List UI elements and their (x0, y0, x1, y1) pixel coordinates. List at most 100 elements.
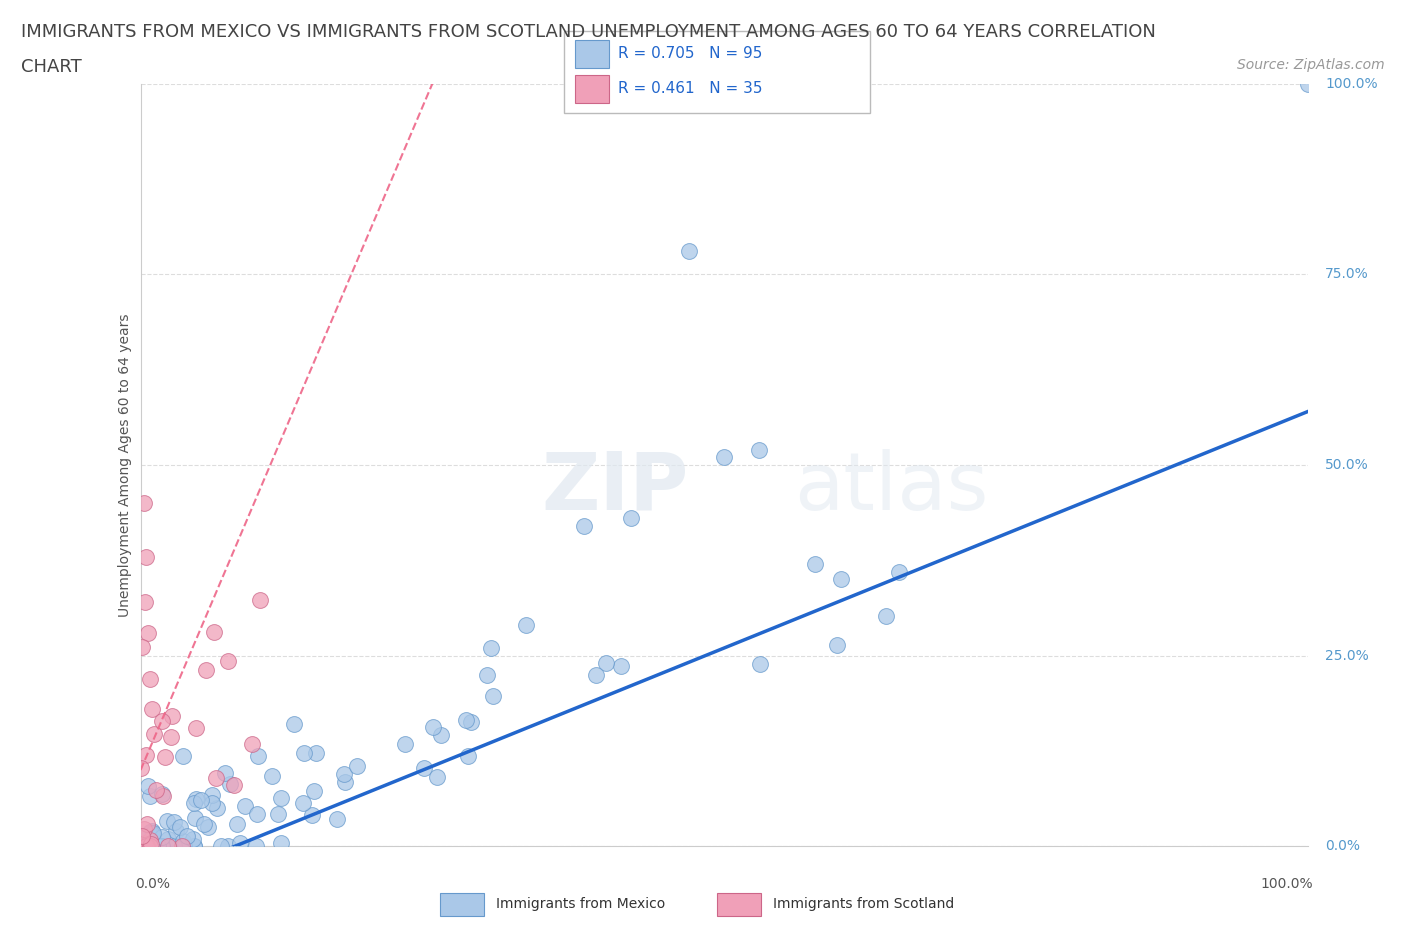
Point (143, 727, 166, 742)
Point (131, 639, 153, 654)
Point (572, 519, 595, 534)
Point (195, 663, 218, 678)
Point (156, 831, 179, 846)
Point (134, 836, 156, 851)
Point (292, 745, 315, 760)
Point (830, 572, 852, 587)
Point (219, 777, 242, 792)
Point (229, 835, 252, 850)
Point (260, 769, 283, 784)
Point (152, 789, 174, 804)
Point (270, 790, 292, 805)
Point (169, 819, 191, 834)
Point (233, 799, 256, 814)
Point (176, 828, 198, 843)
Point (157, 839, 180, 854)
Point (394, 737, 416, 751)
Point (804, 556, 827, 571)
Point (135, 549, 157, 564)
Point (141, 839, 163, 854)
Point (136, 625, 159, 640)
Text: R = 0.705   N = 95: R = 0.705 N = 95 (619, 46, 762, 61)
Point (162, 839, 184, 854)
Point (193, 817, 215, 831)
Point (454, 713, 477, 728)
Text: IMMIGRANTS FROM MEXICO VS IMMIGRANTS FROM SCOTLAND UNEMPLOYMENT AMONG AGES 60 TO: IMMIGRANTS FROM MEXICO VS IMMIGRANTS FRO… (21, 23, 1156, 41)
Point (748, 657, 770, 671)
Point (139, 837, 162, 852)
Y-axis label: Unemployment Among Ages 60 to 64 years: Unemployment Among Ages 60 to 64 years (118, 313, 132, 617)
Point (162, 709, 184, 724)
Point (889, 565, 911, 579)
Point (131, 761, 153, 776)
Point (249, 593, 271, 608)
Point (146, 839, 169, 854)
Point (172, 749, 194, 764)
Point (160, 729, 183, 744)
Point (132, 496, 155, 511)
Text: 75.0%: 75.0% (1324, 267, 1369, 282)
Point (1296, 76, 1319, 91)
Point (141, 701, 163, 716)
Point (131, 830, 153, 845)
Point (457, 749, 479, 764)
Point (620, 511, 643, 525)
Point (609, 658, 631, 673)
Point (585, 668, 607, 683)
Point (173, 839, 195, 854)
Point (222, 777, 245, 792)
Point (172, 833, 194, 848)
Point (181, 832, 204, 847)
Point (134, 595, 156, 610)
Point (226, 817, 249, 832)
Point (217, 839, 239, 854)
Point (246, 749, 269, 764)
Point (132, 839, 155, 854)
Point (267, 806, 290, 821)
Point (595, 656, 617, 671)
Point (333, 766, 356, 781)
Text: 0.0%: 0.0% (135, 877, 170, 891)
Text: 100.0%: 100.0% (1261, 877, 1313, 891)
Point (270, 836, 292, 851)
Point (207, 800, 229, 815)
Text: 100.0%: 100.0% (1324, 76, 1378, 91)
Point (346, 759, 368, 774)
Point (475, 667, 498, 682)
Point (136, 778, 159, 793)
Point (165, 823, 187, 838)
Point (422, 719, 444, 734)
Point (201, 788, 224, 803)
FancyBboxPatch shape (717, 894, 762, 916)
Point (183, 839, 205, 854)
Point (150, 713, 173, 728)
Point (150, 786, 173, 801)
Point (139, 789, 162, 804)
FancyBboxPatch shape (575, 40, 609, 68)
Point (183, 839, 205, 854)
Point (145, 782, 167, 797)
Point (426, 770, 449, 785)
Point (153, 750, 176, 764)
Point (131, 836, 153, 851)
Text: Immigrants from Mexico: Immigrants from Mexico (496, 897, 665, 911)
Point (184, 791, 207, 806)
Point (184, 721, 207, 736)
Point (141, 826, 163, 841)
Point (183, 796, 205, 811)
Point (246, 807, 269, 822)
Point (150, 839, 173, 854)
Text: ZIP: ZIP (541, 449, 689, 527)
Point (170, 839, 193, 854)
Text: R = 0.461   N = 35: R = 0.461 N = 35 (619, 81, 762, 97)
Point (135, 817, 157, 832)
Point (135, 839, 157, 854)
Point (131, 829, 153, 844)
Point (460, 714, 482, 729)
Point (132, 821, 155, 836)
Point (204, 771, 226, 786)
Point (135, 839, 157, 854)
Text: atlas: atlas (794, 449, 988, 527)
Point (142, 839, 165, 854)
Text: 0.0%: 0.0% (1324, 839, 1360, 854)
